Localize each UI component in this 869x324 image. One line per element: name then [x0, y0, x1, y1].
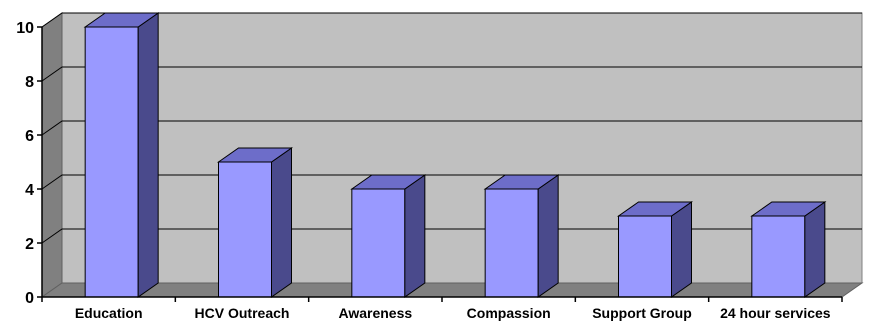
bar-front	[618, 215, 672, 298]
bar-top	[216, 147, 294, 163]
y-tick-label: 8	[25, 74, 34, 91]
x-tick-label: Awareness	[338, 305, 412, 321]
bar-top	[750, 201, 827, 217]
bar-front	[218, 161, 272, 298]
plot-area	[40, 12, 864, 298]
side-wall	[41, 12, 63, 298]
bar	[83, 12, 160, 298]
bar-side	[404, 174, 426, 298]
gridline	[41, 228, 862, 244]
x-axis: Education HCV Outreach Awareness Compassion…	[41, 296, 843, 321]
bar	[483, 174, 560, 298]
y-tick-label: 0	[25, 290, 34, 307]
bar-top	[483, 174, 560, 190]
bar-front	[751, 215, 806, 298]
bar	[616, 201, 694, 298]
bar	[216, 147, 294, 298]
bar-top	[616, 201, 694, 217]
gridline	[41, 12, 862, 28]
bar-top	[350, 174, 427, 190]
floor	[40, 282, 864, 298]
gridline	[41, 120, 862, 136]
bar	[750, 201, 827, 298]
y-tick-label: 2	[25, 236, 34, 253]
back-wall	[61, 12, 863, 284]
x-tick-label: HCV Outreach	[195, 305, 290, 321]
bar-side	[137, 12, 159, 298]
bar-top	[83, 12, 160, 28]
y-tick-label: 10	[16, 20, 34, 37]
gridline	[41, 174, 862, 190]
bar-side	[671, 201, 692, 298]
y-tick-label: 6	[25, 128, 34, 145]
x-tick-label: Education	[75, 305, 143, 321]
bar-front	[84, 26, 139, 298]
y-tick-label: 4	[25, 182, 34, 199]
x-tick-label: 24 hour services	[720, 305, 831, 321]
bar-side	[537, 174, 559, 298]
bar-side	[271, 147, 292, 298]
bar-front	[484, 188, 539, 298]
x-tick-label: Compassion	[467, 305, 551, 321]
x-tick-label: Support Group	[592, 305, 692, 321]
gridline	[41, 66, 862, 82]
y-axis: 0 2 4 6 8 10	[16, 20, 43, 307]
bars-group	[83, 12, 827, 298]
bar	[350, 174, 427, 298]
bar-side	[804, 201, 826, 298]
bar-front	[351, 188, 406, 298]
